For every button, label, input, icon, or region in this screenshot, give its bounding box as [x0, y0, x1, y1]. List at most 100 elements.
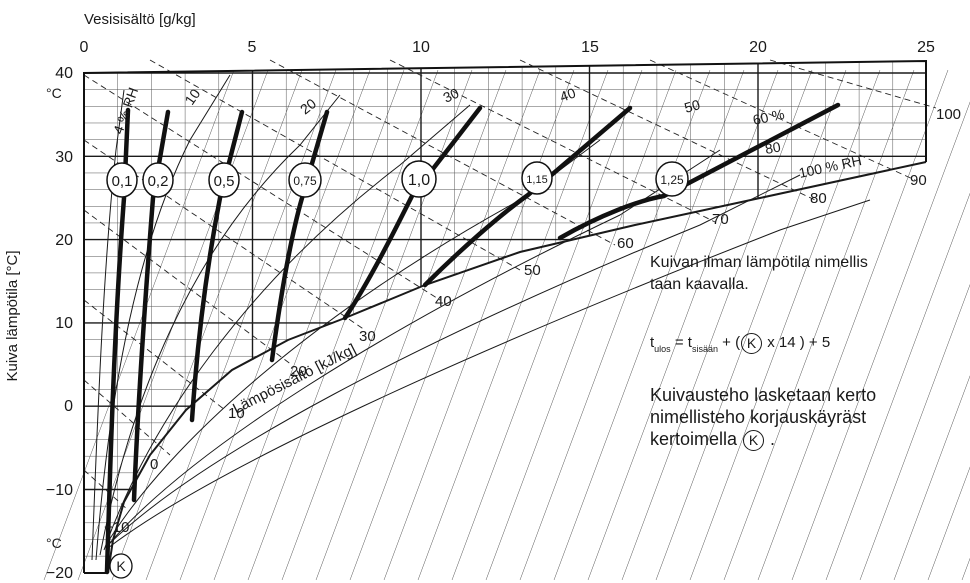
para-line-2: nimellisteho korjauskäyräst	[650, 407, 867, 427]
y-tick: 0	[64, 398, 73, 415]
enthalpy-label: 80	[810, 190, 827, 207]
k-factor-curve	[557, 102, 841, 241]
rh-label: 50	[682, 96, 702, 116]
diagonal-gridline	[791, 101, 970, 581]
x-tick: 0	[80, 39, 89, 56]
enthalpy-line	[83, 379, 171, 456]
diagonal-gridline	[621, 69, 813, 581]
enthalpy-label: 70	[712, 211, 729, 228]
diagonal-gridline	[757, 69, 949, 581]
k-marker: 1,25	[655, 161, 689, 197]
k-symbol: K	[109, 553, 133, 579]
diagonal-gridline	[587, 69, 779, 581]
rh-label: 40	[558, 84, 578, 104]
y-axis-label: Kuiva lämpötila [°C]	[4, 250, 21, 381]
rh-label: 4 % RH	[110, 85, 142, 136]
svg-text:0,1: 0,1	[112, 173, 133, 190]
k-curves	[104, 102, 841, 575]
diagonal-gridline	[383, 69, 575, 581]
x-axis-label: Vesisisältö [g/kg]	[84, 11, 196, 28]
enthalpy-line	[83, 209, 293, 366]
y-tick: 20	[55, 232, 73, 249]
y-tick: 40	[55, 65, 73, 82]
y-tick: −20	[46, 565, 73, 582]
enthalpy-line	[769, 59, 937, 109]
rh-label: 60 %	[751, 106, 786, 128]
diagonal-gridline	[927, 466, 970, 581]
x-tick: 10	[412, 39, 430, 56]
para-line-3-end: .	[765, 429, 776, 449]
enthalpy-line	[83, 139, 366, 331]
formula-open: + (	[717, 334, 741, 351]
enthalpy-line	[83, 74, 441, 301]
enthalpy-line	[269, 59, 616, 246]
y-unit-top: °C	[46, 85, 62, 101]
diagonal-gridline	[247, 69, 439, 581]
x-tick: 20	[749, 39, 767, 56]
k-factor-curve	[422, 105, 633, 288]
diagonal-gridline	[43, 69, 235, 581]
diagonal-gridline	[213, 69, 405, 581]
rh-label: 80	[764, 138, 782, 156]
note-line-1: Kuivan ilman lämpötila nimellis	[650, 254, 868, 271]
svg-text:0,5: 0,5	[214, 173, 235, 190]
diagonal-gridline	[519, 69, 711, 581]
x-tick: 25	[917, 39, 935, 56]
formula-k-symbol: K	[741, 332, 763, 354]
diagonal-gridline	[893, 375, 970, 581]
note-line-2: taan kaavalla.	[650, 276, 749, 293]
k-factor-curve	[104, 107, 131, 575]
k-factor-curve	[269, 109, 330, 363]
note-intro: Kuivan ilman lämpötila nimellis taan kaa…	[650, 252, 868, 296]
diagonal-gridline	[689, 69, 881, 581]
formula-sub-out: ulos	[654, 344, 671, 354]
diagonal-gridline	[145, 69, 337, 581]
diagonal-gridline	[859, 284, 970, 581]
rh-curve	[107, 149, 721, 546]
formula-eq: = t	[670, 334, 692, 351]
diagonal-gridline	[111, 69, 303, 581]
diagonal-gridline	[349, 69, 541, 581]
y-tick: 10	[55, 315, 73, 332]
rh-curves	[91, 74, 927, 574]
note-paragraph: Kuivausteho lasketaan kerto nimellisteho…	[650, 384, 876, 451]
k-factor-curve	[342, 105, 483, 321]
y-unit-bottom: °C	[46, 535, 62, 551]
k-marker: 1,0	[401, 160, 437, 198]
para-k-symbol: K	[743, 429, 765, 451]
diagonal-gridline	[655, 69, 847, 581]
rh-curve	[95, 74, 231, 561]
rh-curve	[107, 174, 801, 546]
enthalpy-label: 40	[435, 293, 452, 310]
enthalpy-line	[149, 59, 521, 271]
fine-grid	[43, 61, 970, 581]
svg-text:1,25: 1,25	[660, 173, 684, 187]
diagonal-gridline	[723, 69, 915, 581]
enthalpy-line	[519, 59, 816, 201]
k-marker: 1,15	[521, 161, 553, 195]
k-marker: 0,2	[142, 162, 174, 198]
diagonal-gridline	[825, 192, 970, 581]
enthalpy-label: 0	[150, 456, 158, 473]
enthalpy-line	[649, 59, 916, 181]
para-line-1: Kuivausteho lasketaan kerto	[650, 385, 877, 405]
diagonal-gridline	[961, 557, 970, 581]
svg-text:1,0: 1,0	[408, 172, 430, 189]
saturation-curve	[107, 161, 927, 574]
k-marker: 0,75	[288, 162, 322, 198]
enthalpy-axis-label: Lämpösisältö [kJ/kg]	[230, 341, 359, 418]
rh-label: 10	[181, 86, 203, 108]
enthalpy-line	[389, 59, 716, 223]
enthalpy-label: 60	[617, 235, 634, 252]
y-tick: 30	[55, 149, 73, 166]
para-line-3-text: kertoimella	[650, 429, 738, 449]
rh-curve	[107, 199, 871, 549]
k-marker: 0,1	[106, 162, 138, 198]
enthalpy-label: 30	[359, 328, 376, 345]
x-tick: 15	[581, 39, 599, 56]
svg-text:0,75: 0,75	[293, 174, 317, 188]
rh-label: 30	[441, 85, 462, 106]
x-tick: 5	[248, 39, 257, 56]
formula: tulos = tsisään + (K x 14 ) + 5	[650, 332, 830, 355]
